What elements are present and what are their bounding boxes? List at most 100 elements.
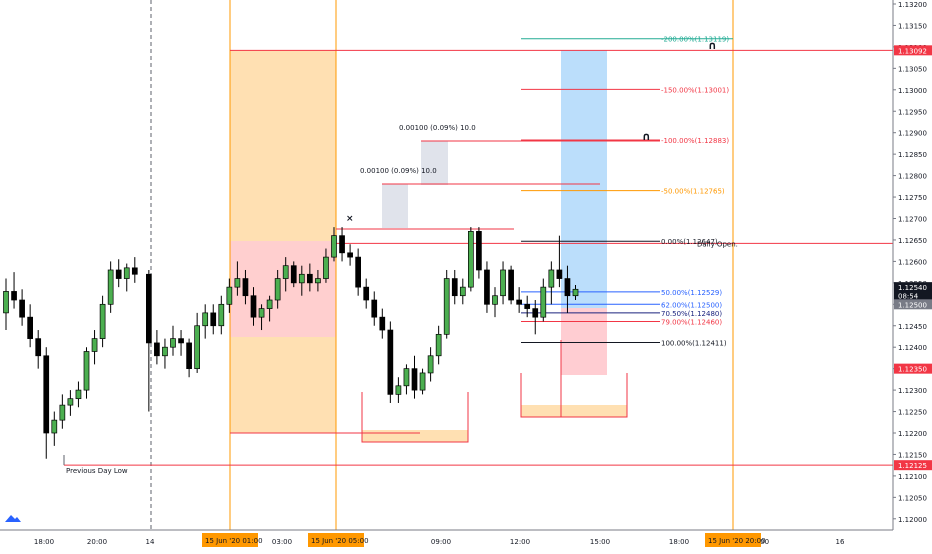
candle-body: [323, 256, 329, 279]
candle: [67, 390, 74, 416]
candle-body: [564, 278, 571, 297]
x-axis-bg: [0, 530, 932, 550]
candle-body: [210, 312, 217, 327]
y-tick-label: 1.12000: [898, 516, 927, 524]
candle-body: [250, 295, 257, 318]
candle-body: [75, 389, 82, 400]
range-bracket-1: [361, 392, 469, 443]
candle-body: [468, 231, 474, 288]
candle: [379, 308, 386, 339]
candle-body: [218, 303, 225, 327]
candle-body: [459, 286, 466, 297]
tradingview-logo-icon[interactable]: [4, 512, 22, 526]
y-tick-label: 1.12900: [898, 130, 927, 138]
candle: [532, 300, 539, 335]
y-tick-label: 1.12300: [898, 387, 927, 395]
candle: [419, 368, 426, 395]
label-layer: -200.00%(1.13119) -150.00%(1.13001) -100.0…: [66, 36, 738, 475]
x-tick-label: 14: [146, 538, 155, 546]
stop-zone: [561, 308, 607, 375]
candle: [19, 289, 25, 326]
candle: [339, 227, 345, 262]
fib-label: 100.00%(1.12411): [661, 339, 727, 347]
x-highlight-label: 15 Jun '20 20:00: [708, 537, 766, 545]
y-tick-label: 1.12450: [898, 323, 927, 331]
candle-body: [556, 269, 563, 279]
fib-label: -200.00%(1.13119): [661, 36, 729, 44]
candle-body: [51, 419, 58, 434]
candle: [451, 269, 458, 305]
price-tag: [894, 290, 932, 301]
candle-body: [202, 312, 209, 327]
candle: [290, 261, 297, 288]
y-tick-label: 1.12950: [898, 108, 927, 116]
price-tag-label: 1.12350: [898, 366, 927, 374]
candle-body: [274, 278, 281, 301]
candle: [226, 278, 233, 313]
candle: [266, 295, 273, 322]
candle: [75, 381, 82, 408]
candle-body: [226, 286, 233, 305]
fib-label: 62.00%(1.12500): [661, 301, 722, 309]
x-highlight-tag: [202, 533, 258, 547]
candle-body: [27, 316, 33, 339]
candle: [258, 304, 265, 331]
y-axis-bg: [893, 0, 932, 550]
y-tick-label: 1.13150: [898, 22, 927, 30]
candle-body: [99, 303, 106, 339]
candle: [516, 287, 523, 313]
candle: [556, 235, 563, 288]
price-tag: [894, 45, 932, 56]
candle: [11, 272, 17, 309]
x-highlight-tag: [705, 533, 761, 547]
candle: [178, 330, 184, 356]
fib-label: -100.00%(1.12883): [661, 137, 729, 145]
candle: [35, 330, 42, 369]
candle-body: [107, 269, 114, 305]
candle-body: [19, 299, 25, 318]
candle: [484, 261, 490, 313]
candle-body: [443, 278, 450, 335]
candle: [91, 330, 98, 365]
fib-label: -150.00%(1.13001): [661, 86, 729, 94]
candle-body: [11, 291, 17, 301]
x-tick-label: 18:00: [34, 538, 54, 546]
candle-body: [83, 351, 90, 391]
candle: [435, 325, 442, 365]
candle-body: [371, 299, 378, 318]
candle: [186, 338, 192, 378]
y-tick-label: 1.12250: [898, 409, 927, 417]
candle: [476, 227, 482, 279]
candle-body: [387, 329, 394, 395]
fib-label: 70.50%(1.12480): [661, 310, 722, 318]
candle-body: [123, 267, 130, 279]
candle-body: [331, 235, 337, 258]
candle-body: [194, 325, 200, 370]
candle-body: [146, 273, 152, 344]
candle: [323, 248, 329, 283]
candle: [27, 304, 33, 348]
candle-body: [266, 299, 273, 309]
candle: [307, 263, 313, 292]
candle-body: [242, 278, 249, 297]
candle: [51, 411, 58, 446]
candle-body: [258, 308, 265, 318]
candle-body: [234, 278, 241, 288]
y-tick-label: 1.12700: [898, 216, 927, 224]
measure-label-2: 0.00100 (0.09%) 10.0: [399, 124, 476, 132]
candle: [508, 265, 514, 305]
price-tag: [894, 282, 932, 293]
candle-body: [508, 269, 514, 301]
candle-body: [492, 295, 498, 305]
price-tag: [894, 460, 932, 471]
marker-x: ×: [346, 214, 354, 224]
candle-body: [476, 231, 482, 271]
range-box-1: [362, 430, 468, 442]
candle: [234, 261, 241, 296]
candle-body: [419, 372, 426, 391]
fib-label: 79.00%(1.12460): [661, 318, 722, 326]
candle: [83, 347, 90, 399]
candle: [315, 269, 321, 292]
